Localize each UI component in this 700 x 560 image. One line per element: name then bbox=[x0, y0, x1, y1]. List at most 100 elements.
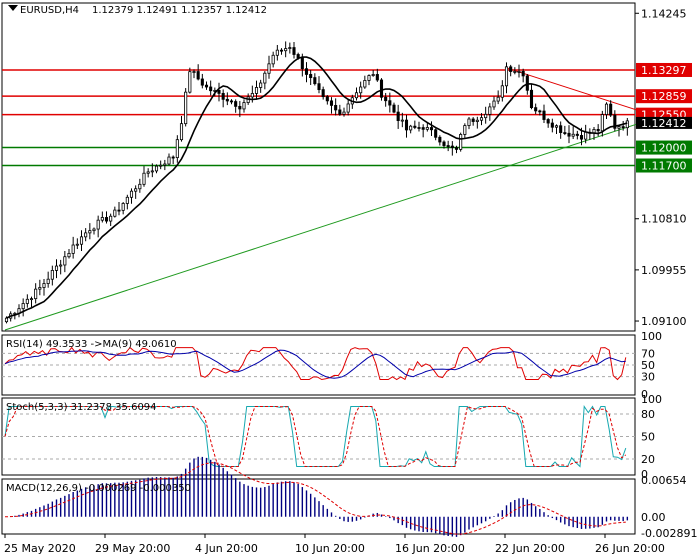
level-label: 80 bbox=[641, 408, 655, 421]
candle bbox=[109, 213, 113, 227]
candle bbox=[46, 271, 50, 288]
candle bbox=[92, 227, 96, 235]
candle-body bbox=[242, 102, 246, 110]
candle bbox=[571, 126, 575, 139]
candle-body bbox=[84, 232, 88, 238]
candle-body bbox=[29, 298, 34, 301]
candle-body bbox=[559, 125, 563, 133]
candle-body bbox=[229, 100, 234, 103]
candle-body bbox=[275, 49, 279, 56]
symbol-label: EURUSD,H4 bbox=[20, 5, 79, 16]
axis-label: 0.00654 bbox=[641, 474, 687, 487]
candle bbox=[275, 44, 279, 61]
axis-label: -0.002891 bbox=[641, 527, 697, 540]
candle bbox=[196, 64, 200, 81]
candle bbox=[134, 185, 138, 199]
y-tick-label: 1.09955 bbox=[641, 264, 687, 277]
candle bbox=[467, 117, 471, 130]
price-tag-label: 1.13297 bbox=[641, 64, 687, 77]
candle-body bbox=[442, 141, 446, 146]
candle bbox=[496, 90, 500, 105]
candle-body bbox=[492, 100, 496, 108]
price-tag-label: 1.12859 bbox=[641, 90, 687, 103]
candle bbox=[425, 122, 429, 132]
candle-body bbox=[604, 103, 609, 115]
axis-label: 0.00 bbox=[641, 511, 666, 524]
candle bbox=[142, 166, 146, 187]
candle bbox=[50, 265, 54, 286]
rsi-plot-area bbox=[1, 334, 636, 396]
candle bbox=[79, 230, 84, 252]
candle bbox=[113, 206, 117, 218]
candle-body bbox=[150, 170, 154, 173]
candle bbox=[621, 120, 625, 131]
candle-body bbox=[484, 113, 488, 119]
price-tag-label: 1.11700 bbox=[641, 160, 687, 173]
candle bbox=[429, 121, 434, 137]
candle bbox=[371, 69, 375, 77]
candle bbox=[63, 250, 67, 273]
candle bbox=[400, 112, 404, 128]
candle bbox=[71, 236, 75, 259]
price-tag bbox=[636, 116, 692, 129]
price-axis: 1.142451.132971.128591.125501.124121.120… bbox=[635, 7, 692, 328]
candle bbox=[484, 106, 488, 124]
candle-body bbox=[554, 125, 559, 128]
candle-body bbox=[363, 80, 367, 88]
level-label: 50 bbox=[641, 431, 655, 444]
candle bbox=[354, 87, 359, 101]
candle bbox=[313, 73, 317, 86]
stoch-label: Stoch(5,3,3) 31.2378 35.6094 bbox=[6, 402, 157, 413]
candle bbox=[450, 141, 454, 156]
candle-body bbox=[446, 145, 450, 147]
candle bbox=[288, 42, 292, 54]
candle bbox=[242, 99, 246, 113]
candle-body bbox=[154, 165, 159, 172]
candle-body bbox=[104, 217, 109, 222]
candle bbox=[471, 117, 475, 126]
candle bbox=[279, 48, 284, 55]
level-label: 70 bbox=[641, 347, 655, 360]
candle bbox=[167, 153, 171, 166]
candle-body bbox=[138, 183, 142, 190]
candle bbox=[129, 188, 134, 204]
candle-body bbox=[517, 70, 521, 73]
candle-body bbox=[359, 86, 363, 94]
candle bbox=[375, 68, 379, 82]
candle bbox=[538, 109, 542, 116]
candle bbox=[479, 113, 484, 126]
x-tick-label: 26 Jun 20:00 bbox=[595, 542, 665, 555]
candle bbox=[521, 68, 525, 83]
trendline bbox=[4, 123, 639, 331]
candle bbox=[567, 125, 571, 144]
level-label: 20 bbox=[641, 453, 655, 466]
candle-body bbox=[325, 96, 329, 102]
candle-body bbox=[500, 85, 504, 98]
candle-body bbox=[54, 265, 59, 271]
y-tick-label: 1.14245 bbox=[641, 7, 687, 20]
candle-body bbox=[450, 145, 454, 149]
candle bbox=[404, 114, 409, 138]
level-label: 50 bbox=[641, 359, 655, 372]
candle-body bbox=[625, 120, 629, 129]
y-tick-label: 1.09100 bbox=[641, 315, 687, 328]
candle-body bbox=[279, 49, 284, 52]
candle-body bbox=[379, 79, 384, 98]
price-tag bbox=[636, 158, 692, 173]
candle bbox=[438, 135, 442, 146]
candle-body bbox=[471, 118, 475, 122]
x-tick-label: 29 May 20:00 bbox=[95, 542, 170, 555]
candle-body bbox=[546, 119, 550, 124]
candle-body bbox=[146, 171, 150, 174]
x-tick-label: 10 Jun 20:00 bbox=[295, 542, 365, 555]
candle bbox=[200, 73, 204, 89]
candle bbox=[575, 130, 579, 140]
candle-body bbox=[117, 209, 121, 212]
candle-body bbox=[267, 63, 271, 74]
candle-body bbox=[496, 96, 500, 102]
candle bbox=[329, 97, 334, 114]
candle-body bbox=[354, 92, 359, 99]
candle bbox=[463, 123, 467, 138]
candle-body bbox=[254, 87, 259, 94]
